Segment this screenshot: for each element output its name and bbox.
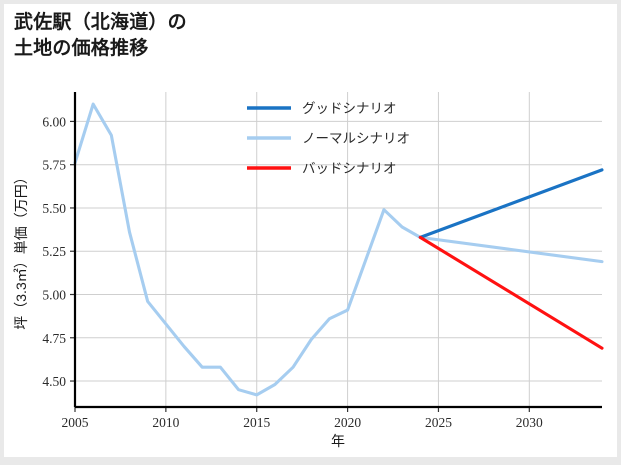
legend-label: ノーマルシナリオ	[302, 131, 410, 146]
line-chart: 4.50 4.75 5.00 5.25 5.50 5.75 6.00 2005 2010 201…	[13, 92, 604, 449]
y-tick-label: 5.50	[42, 201, 66, 216]
y-tick-labels: 4.50 4.75 5.00 5.25 5.50 5.75 6.00	[42, 114, 66, 389]
y-tick-label: 4.50	[42, 374, 66, 389]
series-line	[73, 102, 604, 397]
x-tick-label: 2025	[425, 415, 452, 430]
figure-canvas: 武佐駅（北海道）の 土地の価格推移 4.50 4.75 5.00 5.25 5.50 5.…	[4, 4, 617, 457]
x-tick-label: 2020	[334, 415, 361, 430]
legend-label: バッドシナリオ	[302, 161, 397, 176]
y-tick-label: 5.75	[42, 158, 66, 173]
x-axis-title: 年	[331, 433, 345, 449]
series-line	[418, 235, 604, 350]
axis-spines	[73, 92, 602, 409]
x-tick-label: 2010	[152, 415, 179, 430]
series-line	[418, 168, 604, 239]
y-tick-label: 5.25	[42, 244, 66, 259]
x-tick-label: 2030	[516, 415, 543, 430]
x-tick-label: 2005	[62, 415, 89, 430]
series-lines	[73, 102, 604, 397]
legend-label: グッドシナリオ	[302, 101, 397, 116]
y-tick-label: 5.00	[42, 288, 66, 303]
x-tick-label: 2015	[243, 415, 270, 430]
y-tick-label: 4.75	[42, 331, 66, 346]
x-tick-labels: 2005 2010 2015 2020 2025 2030	[62, 415, 544, 430]
page-title: 武佐駅（北海道）の 土地の価格推移	[14, 12, 187, 59]
y-tick-label: 6.00	[42, 114, 66, 129]
y-axis-title: 坪（3.3㎡）単価（万円）	[13, 170, 29, 329]
